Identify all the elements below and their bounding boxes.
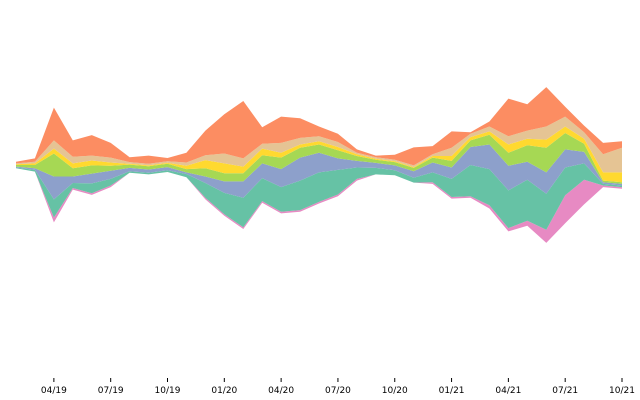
x-tick-label: 04/20 [268,386,294,396]
x-tick-label: 10/19 [155,386,181,396]
x-tick-label: 10/20 [382,386,408,396]
stream-layer-3 [16,126,622,183]
x-tick-label: 07/20 [325,386,351,396]
x-tick-label: 04/19 [41,386,67,396]
stream-layer-4 [16,133,622,184]
stream-layer-5 [16,144,622,200]
x-tick-label: 04/21 [495,386,521,396]
x-tick-label: 07/21 [552,386,578,396]
stream-layer-1 [16,87,622,166]
stream-layer-6 [16,163,622,230]
stream-layers [16,87,622,243]
x-tick-label: 01/21 [439,386,465,396]
x-tick-label: 07/19 [98,386,124,396]
x-tick-label: 01/20 [211,386,237,396]
stream-layer-2 [16,116,622,173]
x-tick-label: 10/21 [609,386,635,396]
x-axis: 04/19 07/19 10/19 01/20 04/20 07/20 10/20 01/21… [41,378,635,396]
